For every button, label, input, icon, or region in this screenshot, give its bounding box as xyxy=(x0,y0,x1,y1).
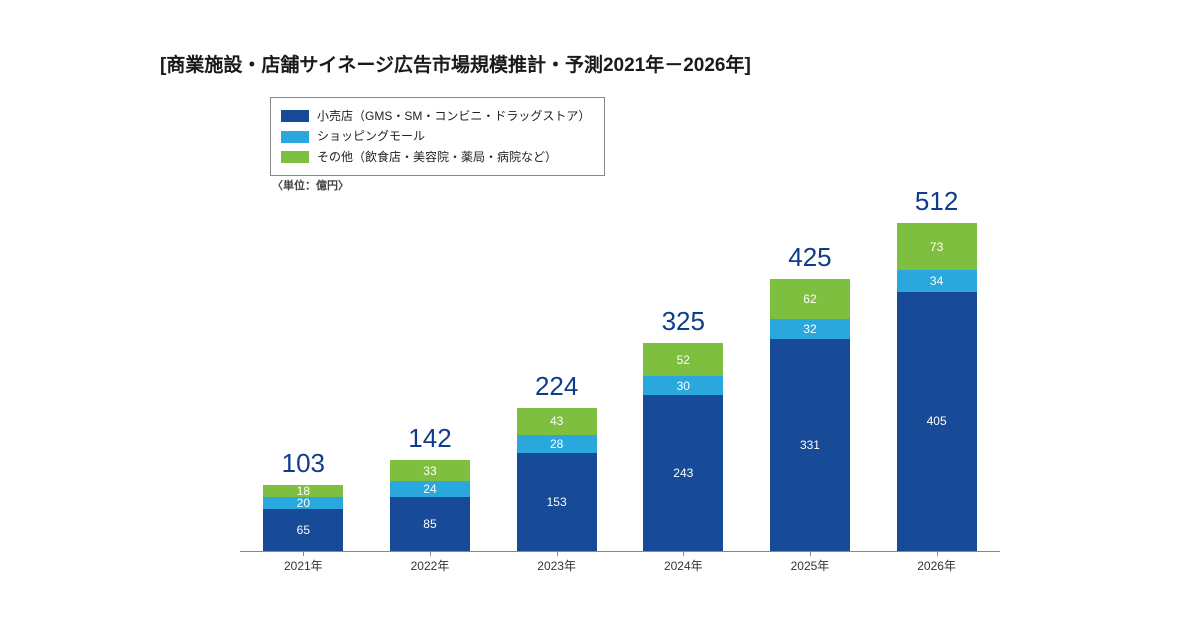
bar-total-label: 224 xyxy=(497,371,617,402)
bar-group: 3313262425 xyxy=(770,279,850,551)
bar-segment-other: 33 xyxy=(390,460,470,481)
bar-total-label: 425 xyxy=(750,242,870,273)
legend-label-retail: 小売店（GMS・SM・コンビニ・ドラッグストア） xyxy=(317,106,590,126)
bar-segment-other: 62 xyxy=(770,279,850,319)
x-axis-tick: 2026年 xyxy=(897,557,977,574)
legend: 小売店（GMS・SM・コンビニ・ドラッグストア） ショッピングモール その他（飲… xyxy=(270,97,605,176)
bar-segment-mall: 24 xyxy=(390,481,470,496)
x-axis-tick: 2024年 xyxy=(643,557,723,574)
x-axis-tick: 2022年 xyxy=(390,557,470,574)
bar-segment-mall: 34 xyxy=(897,270,977,292)
legend-swatch-retail xyxy=(281,110,309,122)
bars-wrap: 6520181038524331421532843224243305232533… xyxy=(240,212,1000,551)
bar-segment-mall: 32 xyxy=(770,319,850,339)
bar-group: 4053473512 xyxy=(897,223,977,551)
x-axis-tick: 2021年 xyxy=(263,557,343,574)
bar-group: 652018103 xyxy=(263,485,343,551)
x-axis-tick: 2025年 xyxy=(770,557,850,574)
bar-segment-mall: 28 xyxy=(517,435,597,453)
bar-segment-retail: 153 xyxy=(517,453,597,551)
bar-segment-retail: 331 xyxy=(770,339,850,551)
legend-swatch-other xyxy=(281,151,309,163)
bar-segment-other: 52 xyxy=(643,343,723,376)
bar-segment-other: 18 xyxy=(263,485,343,497)
bar-group: 1532843224 xyxy=(517,408,597,551)
bar-total-label: 142 xyxy=(370,423,490,454)
legend-item-mall: ショッピングモール xyxy=(281,126,590,146)
bar-segment-other: 73 xyxy=(897,223,977,270)
unit-label: 〈単位：億円〉 xyxy=(272,177,349,193)
bar-group: 2433052325 xyxy=(643,343,723,551)
bar-total-label: 103 xyxy=(243,448,363,479)
x-axis: 2021年 2022年 2023年 2024年 2025年 2026年 xyxy=(240,551,1000,574)
bar-segment-retail: 65 xyxy=(263,509,343,551)
bar-total-label: 512 xyxy=(877,186,997,217)
x-axis-tick: 2023年 xyxy=(517,557,597,574)
bar-total-label: 325 xyxy=(623,306,743,337)
plot-area: 6520181038524331421532843224243305232533… xyxy=(240,212,1000,552)
bar-group: 852433142 xyxy=(390,460,470,551)
bar-segment-other: 43 xyxy=(517,408,597,436)
bar-segment-mall: 30 xyxy=(643,376,723,395)
bar-segment-retail: 243 xyxy=(643,395,723,551)
legend-label-mall: ショッピングモール xyxy=(317,126,425,146)
legend-swatch-mall xyxy=(281,131,309,143)
legend-item-retail: 小売店（GMS・SM・コンビニ・ドラッグストア） xyxy=(281,106,590,126)
legend-item-other: その他（飲食店・美容院・薬局・病院など） xyxy=(281,147,590,167)
bar-segment-retail: 405 xyxy=(897,292,977,551)
chart-container: 小売店（GMS・SM・コンビニ・ドラッグストア） ショッピングモール その他（飲… xyxy=(270,97,1170,587)
chart-title: [商業施設・店舗サイネージ広告市場規模推計・予測2021年－2026年] xyxy=(160,50,1050,77)
legend-label-other: その他（飲食店・美容院・薬局・病院など） xyxy=(317,147,557,167)
bar-segment-retail: 85 xyxy=(390,497,470,551)
bar-segment-mall: 20 xyxy=(263,497,343,510)
